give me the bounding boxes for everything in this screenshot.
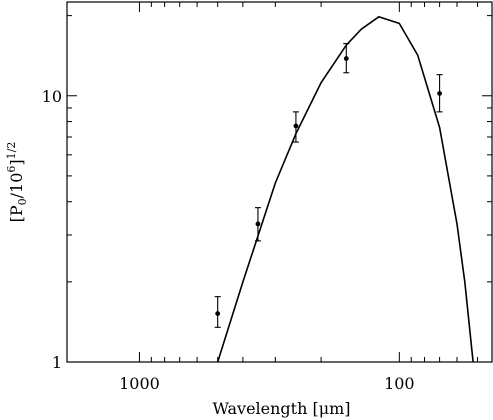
y-axis-title: [P0/106]1/2 bbox=[5, 142, 29, 223]
y-tick-label: 1 bbox=[52, 353, 62, 372]
data-point bbox=[215, 311, 221, 316]
data-point bbox=[255, 221, 261, 227]
data-point bbox=[437, 91, 442, 96]
data-point bbox=[293, 123, 299, 129]
x-tick-label: 100 bbox=[384, 374, 415, 393]
model-curve bbox=[216, 15, 474, 363]
data-point bbox=[343, 56, 349, 61]
x-tick-label: 1000 bbox=[119, 374, 160, 393]
y-tick-label: 10 bbox=[42, 87, 62, 106]
plot-area: 1000 100 1 10 bbox=[42, 1, 493, 393]
plot-frame bbox=[66, 1, 493, 363]
y-axis-title-text: [P0/106]1/2 bbox=[5, 142, 29, 223]
x-axis-title: Wavelength [μm] bbox=[212, 399, 350, 418]
